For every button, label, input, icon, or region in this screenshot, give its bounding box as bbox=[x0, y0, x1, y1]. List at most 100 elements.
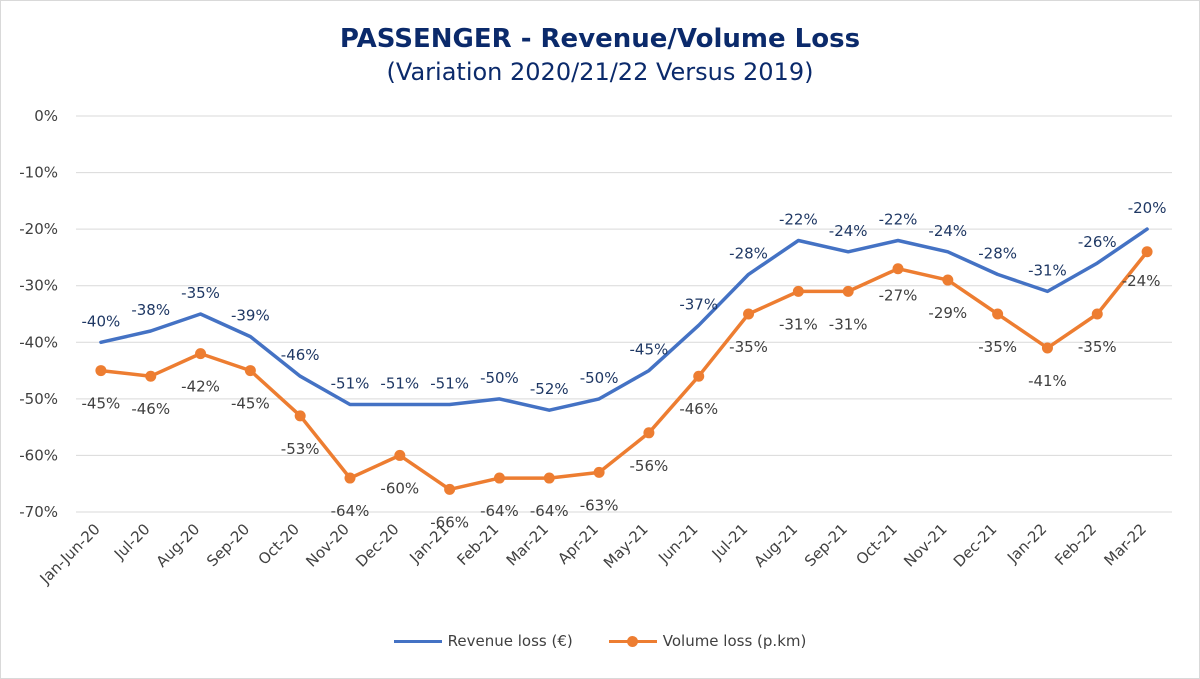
legend-label-revenue: Revenue loss (€) bbox=[447, 632, 573, 650]
y-tick-label: -50% bbox=[19, 390, 58, 408]
chart-title: PASSENGER - Revenue/Volume Loss bbox=[339, 24, 861, 54]
y-tick-label: -70% bbox=[19, 503, 58, 521]
chart-subtitle: (Variation 2020/21/22 Versus 2019) bbox=[386, 58, 814, 86]
legend-item-revenue: Revenue loss (€) bbox=[393, 632, 573, 650]
volume-point bbox=[992, 308, 1004, 320]
x-tick-label: Mar-22 bbox=[1101, 520, 1150, 569]
y-tick-label: -10% bbox=[19, 164, 58, 182]
revenue-data-label: -37% bbox=[679, 295, 718, 313]
volume-point bbox=[145, 370, 157, 382]
volume-data-label: -31% bbox=[779, 315, 818, 333]
x-tick-label: Dec-20 bbox=[352, 520, 403, 571]
x-tick-label: Jan-22 bbox=[1003, 520, 1050, 567]
volume-data-label: -29% bbox=[928, 304, 967, 322]
volume-data-label: -35% bbox=[978, 338, 1017, 356]
x-tick-label: Sep-20 bbox=[203, 520, 253, 570]
x-tick-label: Dec-21 bbox=[950, 520, 1001, 571]
revenue-data-label: -51% bbox=[380, 375, 419, 393]
volume-point bbox=[593, 466, 605, 478]
volume-data-label: -53% bbox=[281, 440, 320, 458]
volume-point bbox=[1091, 308, 1103, 320]
revenue-data-label: -50% bbox=[480, 369, 519, 387]
revenue-data-label: -46% bbox=[281, 346, 320, 364]
volume-point bbox=[344, 472, 356, 484]
volume-point bbox=[95, 365, 107, 377]
x-tick-label: Feb-22 bbox=[1051, 520, 1100, 569]
revenue-data-label: -24% bbox=[829, 222, 868, 240]
volume-point bbox=[493, 472, 505, 484]
volume-data-label: -31% bbox=[829, 315, 868, 333]
x-tick-label: Aug-20 bbox=[153, 520, 204, 571]
x-tick-label: Aug-21 bbox=[750, 520, 801, 571]
revenue-data-label: -45% bbox=[630, 341, 669, 359]
volume-point bbox=[444, 483, 456, 495]
volume-data-label: -45% bbox=[82, 395, 121, 413]
volume-data-label: -46% bbox=[131, 400, 170, 418]
volume-data-label: -45% bbox=[231, 395, 270, 413]
volume-point bbox=[743, 308, 755, 320]
volume-data-label: -66% bbox=[430, 513, 469, 531]
revenue-data-label: -39% bbox=[231, 307, 270, 325]
volume-data-label: -56% bbox=[630, 457, 669, 475]
volume-point bbox=[792, 285, 804, 297]
x-tick-label: Jul-21 bbox=[708, 520, 752, 564]
volume-point bbox=[842, 285, 854, 297]
volume-data-label: -46% bbox=[679, 400, 718, 418]
revenue-data-label: -28% bbox=[978, 244, 1017, 262]
y-tick-label: -20% bbox=[19, 220, 58, 238]
revenue-data-label: -24% bbox=[928, 222, 967, 240]
x-tick-label: Jun-21 bbox=[654, 520, 701, 567]
revenue-data-label: -22% bbox=[779, 210, 818, 228]
revenue-data-label: -38% bbox=[131, 301, 170, 319]
x-tick-label: May-21 bbox=[600, 520, 652, 572]
legend-swatch-volume bbox=[608, 634, 657, 648]
x-tick-label: Nov-21 bbox=[900, 520, 950, 570]
legend-swatch-revenue bbox=[393, 634, 442, 648]
volume-point bbox=[693, 370, 705, 382]
volume-point bbox=[244, 365, 256, 377]
volume-data-label: -24% bbox=[1122, 272, 1161, 290]
volume-line bbox=[99, 250, 1149, 492]
y-tick-label: 0% bbox=[34, 107, 58, 125]
revenue-data-label: -22% bbox=[879, 210, 918, 228]
revenue-data-label: -50% bbox=[580, 369, 619, 387]
volume-point bbox=[394, 449, 406, 461]
volume-point bbox=[195, 348, 207, 360]
volume-data-label: -64% bbox=[530, 502, 569, 520]
volume-data-label: -63% bbox=[580, 496, 619, 514]
x-tick-label: Nov-20 bbox=[302, 520, 352, 570]
legend-label-volume: Volume loss (p.km) bbox=[662, 632, 807, 650]
volume-point bbox=[643, 427, 655, 439]
volume-point bbox=[543, 472, 555, 484]
y-tick-label: -60% bbox=[19, 446, 58, 464]
x-tick-label: Jul-20 bbox=[110, 520, 154, 564]
volume-point bbox=[892, 263, 904, 275]
revenue-data-label: -20% bbox=[1128, 199, 1167, 217]
volume-point bbox=[1141, 246, 1153, 258]
volume-data-label: -64% bbox=[480, 502, 519, 520]
revenue-data-label: -28% bbox=[729, 244, 768, 262]
volume-data-label: -35% bbox=[1078, 338, 1117, 356]
revenue-data-label: -51% bbox=[331, 375, 370, 393]
revenue-data-label: -51% bbox=[430, 375, 469, 393]
volume-point bbox=[294, 410, 306, 422]
volume-data-label: -64% bbox=[331, 502, 370, 520]
revenue-data-label: -40% bbox=[82, 312, 121, 330]
revenue-data-label: -31% bbox=[1028, 261, 1067, 279]
x-tick-label: Oct-20 bbox=[255, 520, 303, 568]
revenue-line bbox=[99, 227, 1149, 412]
volume-data-label: -60% bbox=[380, 479, 419, 497]
revenue-data-label: -26% bbox=[1078, 233, 1117, 251]
revenue-data-label: -52% bbox=[530, 380, 569, 398]
legend-item-volume: Volume loss (p.km) bbox=[608, 632, 807, 650]
volume-point bbox=[1041, 342, 1053, 354]
x-tick-label: Sep-21 bbox=[801, 520, 851, 570]
x-tick-label: Oct-21 bbox=[852, 520, 900, 568]
volume-data-label: -35% bbox=[729, 338, 768, 356]
volume-data-label: -42% bbox=[181, 378, 220, 396]
volume-data-label: -27% bbox=[879, 287, 918, 305]
x-tick-label: Jan-Jun-20 bbox=[36, 520, 104, 588]
y-tick-label: -30% bbox=[19, 277, 58, 295]
x-tick-label: Mar-21 bbox=[503, 520, 552, 569]
